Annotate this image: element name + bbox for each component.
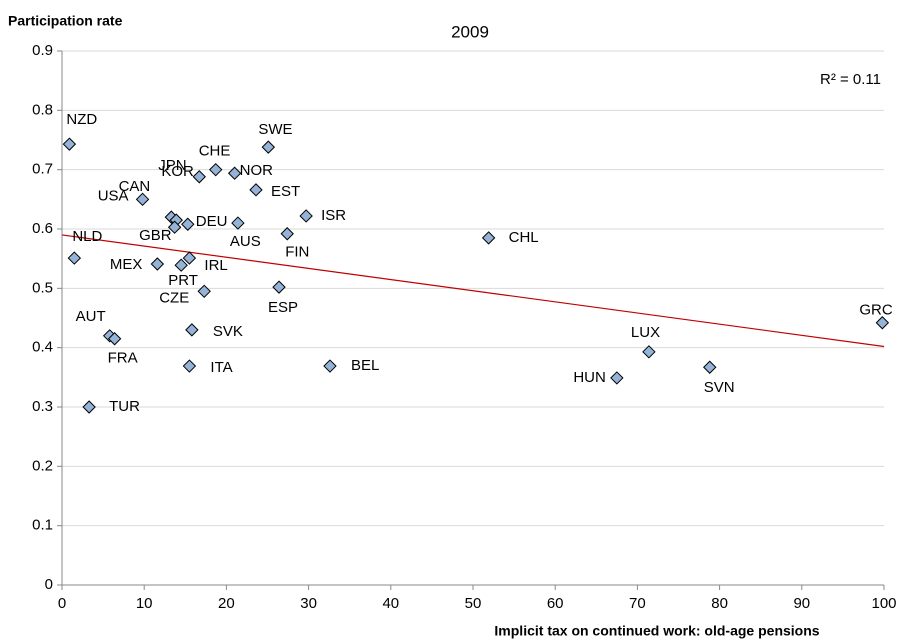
point-label: GRC xyxy=(859,302,893,319)
point xyxy=(231,216,245,230)
x-axis-label: Implicit tax on continued work: old-age … xyxy=(494,623,819,639)
point-label: MEX xyxy=(110,256,143,273)
point-label: AUS xyxy=(230,233,261,250)
point-label: ESP xyxy=(268,299,298,316)
x-tick-label: 100 xyxy=(871,595,896,612)
point-label: EST xyxy=(271,183,300,200)
x-tick-label: 40 xyxy=(382,595,399,612)
y-tick-label: 0.5 xyxy=(32,279,53,296)
y-tick-label: 0.6 xyxy=(32,220,53,237)
point xyxy=(249,183,263,197)
point-label: DEU xyxy=(196,213,228,230)
point-label: GBR xyxy=(139,227,172,244)
point xyxy=(182,251,197,265)
x-tick-label: 0 xyxy=(58,595,66,612)
point xyxy=(610,371,624,385)
point xyxy=(227,166,242,180)
x-tick-label: 50 xyxy=(465,595,482,612)
x-tick-label: 80 xyxy=(711,595,728,612)
y-tick-label: 0.4 xyxy=(32,339,53,356)
point-label: PRT xyxy=(168,272,198,289)
point xyxy=(135,192,150,207)
x-tick-label: 10 xyxy=(136,595,153,612)
point xyxy=(192,170,206,184)
point xyxy=(481,231,496,245)
point xyxy=(167,220,182,234)
point xyxy=(82,400,96,414)
y-tick-label: 0.3 xyxy=(32,398,53,415)
point xyxy=(875,316,890,330)
point-label: FIN xyxy=(285,244,309,261)
point xyxy=(67,251,82,265)
point-label: CHL xyxy=(509,229,539,246)
point-label: NLD xyxy=(72,228,102,245)
annotation: R² = 0.11 xyxy=(820,71,881,88)
point-label: FRA xyxy=(108,350,138,367)
point xyxy=(181,217,195,231)
point-label: SWE xyxy=(258,121,292,138)
y-tick-label: 0.7 xyxy=(32,161,53,178)
point-label: CZE xyxy=(159,289,189,306)
y-tick-label: 0.2 xyxy=(32,457,53,474)
point xyxy=(209,162,223,177)
y-tick-label: 0.8 xyxy=(32,101,53,118)
point xyxy=(261,140,276,154)
point-label: ITA xyxy=(210,359,232,376)
point-label: AUT xyxy=(76,308,106,325)
point xyxy=(182,359,197,373)
point xyxy=(185,323,199,337)
x-tick-label: 70 xyxy=(629,595,646,612)
point xyxy=(272,280,286,294)
x-tick-label: 90 xyxy=(793,595,810,612)
point xyxy=(197,284,211,299)
point xyxy=(642,345,656,359)
point-label: LUX xyxy=(631,324,660,341)
x-tick-label: 60 xyxy=(547,595,564,612)
y-tick-label: 0.9 xyxy=(32,42,53,59)
y-axis-label: Participation rate xyxy=(8,13,123,29)
point-label: IRL xyxy=(204,257,227,274)
point-label: TUR xyxy=(109,398,140,415)
point xyxy=(107,332,122,346)
point-label: KOR xyxy=(161,163,194,180)
point-label: NOR xyxy=(240,162,274,179)
point xyxy=(174,258,188,272)
point-label: HUN xyxy=(573,369,606,386)
y-tick-label: 0.1 xyxy=(32,517,53,534)
trendline xyxy=(61,234,885,348)
point xyxy=(280,227,294,241)
point xyxy=(62,137,77,151)
point xyxy=(299,209,313,223)
point-label: CHE xyxy=(199,143,231,160)
point-label: ISR xyxy=(321,207,346,224)
y-tick-label: 0 xyxy=(45,576,53,593)
point-label: NZD xyxy=(66,111,97,128)
point-label: CAN xyxy=(119,178,151,195)
point-label: SVK xyxy=(213,323,243,340)
point xyxy=(150,257,165,271)
chart-title: 2009 xyxy=(451,22,489,41)
point-label: BEL xyxy=(351,357,379,374)
x-tick-label: 20 xyxy=(218,595,235,612)
x-tick-label: 30 xyxy=(300,595,317,612)
point-label: JPN xyxy=(158,157,186,174)
point-label: USA xyxy=(98,187,129,204)
point-label: SVN xyxy=(704,379,735,396)
point xyxy=(703,360,717,374)
point xyxy=(323,359,337,373)
